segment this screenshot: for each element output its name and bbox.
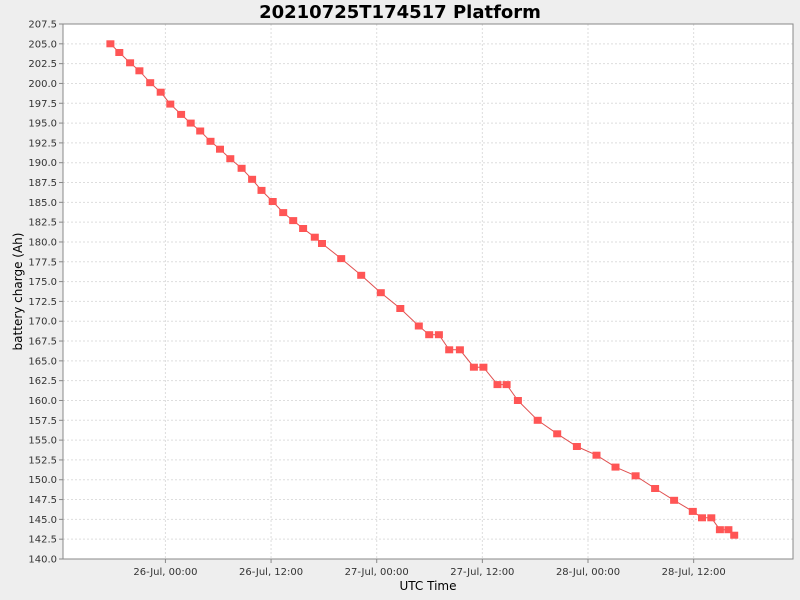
data-point bbox=[396, 305, 405, 312]
y-tick-label: 185.0 bbox=[28, 198, 57, 209]
data-point bbox=[268, 198, 277, 205]
x-axis: 26-Jul, 00:00 26-Jul, 12:00 27-Jul, 00:00 2… bbox=[133, 559, 726, 578]
data-point bbox=[237, 164, 246, 172]
data-point bbox=[533, 416, 542, 424]
data-point bbox=[553, 430, 562, 438]
data-point bbox=[106, 40, 115, 48]
y-tick-label: 155.0 bbox=[28, 436, 57, 447]
data-point bbox=[730, 531, 739, 539]
y-tick-label: 190.0 bbox=[28, 158, 57, 169]
data-point bbox=[479, 363, 488, 371]
data-point bbox=[513, 397, 522, 404]
x-tick-label: 26-Jul, 00:00 bbox=[133, 567, 197, 578]
series-markers bbox=[106, 40, 739, 539]
data-point bbox=[592, 451, 601, 459]
data-point bbox=[257, 186, 266, 194]
y-axis: 140.0 142.5 145.0 147.5 150.0 152.5 155.0 157.5… bbox=[28, 20, 63, 566]
y-tick-label: 200.0 bbox=[28, 79, 57, 90]
data-point bbox=[146, 79, 155, 87]
y-tick-label: 180.0 bbox=[28, 237, 57, 248]
y-tick-label: 170.0 bbox=[28, 317, 57, 328]
data-point bbox=[651, 485, 660, 492]
y-tick-label: 145.0 bbox=[28, 515, 57, 526]
data-point bbox=[177, 110, 186, 118]
y-tick-label: 142.5 bbox=[28, 535, 57, 546]
data-point bbox=[115, 49, 124, 56]
data-point bbox=[226, 155, 235, 163]
y-tick-label: 202.5 bbox=[28, 59, 57, 70]
y-tick-label: 140.0 bbox=[28, 555, 57, 566]
y-tick-label: 167.5 bbox=[28, 337, 57, 348]
data-point bbox=[493, 381, 502, 389]
data-point bbox=[248, 175, 257, 183]
data-point bbox=[715, 526, 724, 534]
data-point bbox=[126, 59, 135, 67]
x-tick-label: 27-Jul, 12:00 bbox=[450, 567, 514, 578]
x-tick-label: 26-Jul, 12:00 bbox=[239, 567, 303, 578]
y-tick-label: 182.5 bbox=[28, 218, 57, 229]
y-axis-label: battery charge (Ah) bbox=[11, 233, 25, 351]
data-point bbox=[502, 381, 511, 389]
data-point bbox=[337, 255, 346, 263]
y-tick-label: 187.5 bbox=[28, 178, 57, 189]
data-point bbox=[455, 346, 464, 354]
data-point bbox=[376, 289, 385, 297]
data-point bbox=[156, 88, 165, 96]
data-point bbox=[611, 463, 620, 471]
data-point bbox=[572, 443, 581, 450]
y-tick-label: 172.5 bbox=[28, 297, 57, 308]
y-tick-label: 205.0 bbox=[28, 39, 57, 50]
y-tick-label: 162.5 bbox=[28, 376, 57, 387]
data-point bbox=[299, 225, 308, 232]
x-tick-label: 28-Jul, 12:00 bbox=[662, 567, 726, 578]
data-point bbox=[425, 331, 434, 339]
y-tick-label: 192.5 bbox=[28, 138, 57, 149]
y-tick-label: 160.0 bbox=[28, 396, 57, 407]
y-tick-label: 197.5 bbox=[28, 99, 57, 110]
data-point bbox=[469, 363, 478, 371]
data-point bbox=[196, 127, 205, 135]
y-tick-label: 165.0 bbox=[28, 356, 57, 367]
grid bbox=[63, 23, 793, 560]
data-point bbox=[279, 209, 288, 217]
data-point bbox=[670, 496, 679, 504]
y-tick-label: 207.5 bbox=[28, 20, 57, 31]
y-tick-label: 195.0 bbox=[28, 119, 57, 130]
data-point bbox=[166, 100, 175, 108]
x-tick-label: 28-Jul, 00:00 bbox=[556, 567, 620, 578]
y-tick-label: 175.0 bbox=[28, 277, 57, 288]
x-tick-label: 27-Jul, 00:00 bbox=[345, 567, 409, 578]
data-point bbox=[357, 271, 366, 279]
data-point bbox=[135, 67, 144, 75]
plot-border bbox=[62, 23, 794, 560]
data-point bbox=[724, 526, 733, 534]
data-point bbox=[445, 346, 454, 354]
data-point bbox=[310, 233, 319, 241]
x-axis-label: UTC Time bbox=[400, 579, 457, 593]
y-tick-label: 152.5 bbox=[28, 455, 57, 466]
y-tick-label: 150.0 bbox=[28, 475, 57, 486]
y-tick-label: 157.5 bbox=[28, 416, 57, 427]
data-point bbox=[707, 514, 716, 522]
y-tick-label: 177.5 bbox=[28, 257, 57, 268]
data-point bbox=[414, 322, 423, 330]
data-point bbox=[289, 217, 298, 225]
y-tick-label: 147.5 bbox=[28, 495, 57, 506]
data-point bbox=[206, 137, 215, 145]
data-point bbox=[186, 119, 195, 127]
data-point bbox=[318, 240, 326, 247]
data-point bbox=[688, 507, 697, 515]
data-point bbox=[698, 514, 706, 522]
data-point bbox=[216, 145, 224, 153]
data-point bbox=[434, 331, 443, 339]
data-point bbox=[631, 472, 640, 480]
chart-title: 20210725T174517 Platform bbox=[259, 2, 541, 23]
